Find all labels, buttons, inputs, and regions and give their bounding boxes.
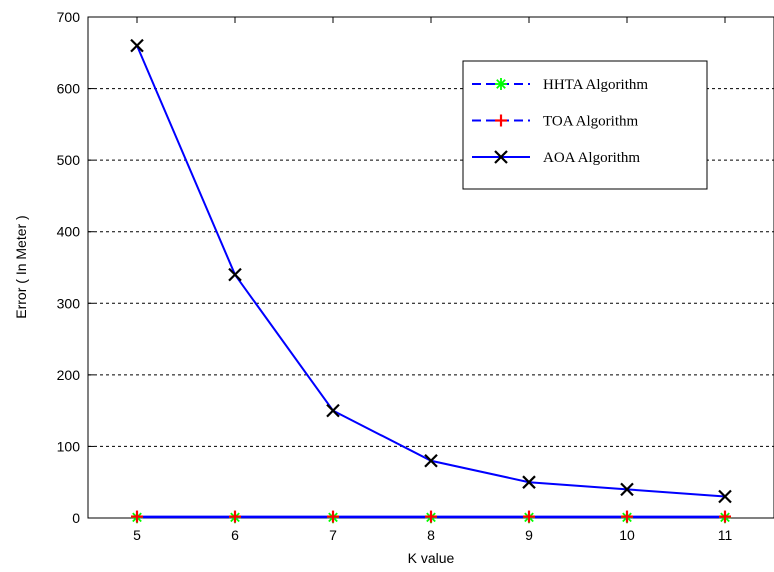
legend-marker [495, 114, 507, 127]
grid-lines [88, 88, 774, 447]
marker-stroke [496, 79, 506, 89]
legend-label: HHTA Algorithm [543, 77, 648, 93]
x-tick-label: 11 [718, 527, 733, 543]
marker-stroke [718, 489, 732, 504]
legend: HHTA Algorithm TOA Algorithm AOA Algorithm [462, 60, 708, 190]
data-point [523, 510, 535, 523]
y-tick-label: 600 [57, 81, 81, 97]
y-tick-label: 300 [57, 295, 81, 311]
marker-stroke [326, 403, 340, 418]
marker-stroke [522, 475, 536, 489]
x-tick-label: 8 [427, 527, 435, 543]
legend-marker [495, 78, 507, 90]
data-point [229, 510, 241, 523]
y-tick-label: 0 [72, 510, 80, 526]
x-axis-label: K value [408, 550, 455, 566]
data-point [131, 510, 143, 523]
data-point [130, 38, 144, 53]
x-tick-label: 10 [619, 527, 635, 543]
y-tick-label: 500 [57, 152, 81, 168]
x-tick-label: 5 [133, 527, 141, 543]
data-point [326, 403, 340, 418]
marker-stroke [494, 150, 508, 164]
data-point [522, 475, 536, 489]
y-axis-label: Error ( In Meter ) [13, 215, 29, 318]
legend-marker [494, 150, 508, 164]
series-layer [130, 38, 732, 524]
y-tick-label: 200 [57, 367, 81, 383]
data-point [424, 453, 438, 468]
data-point [620, 482, 634, 497]
legend-label: AOA Algorithm [543, 150, 640, 166]
marker-stroke [620, 482, 634, 497]
x-tick-label: 9 [525, 527, 533, 543]
legend-label: TOA Algorithm [543, 114, 638, 130]
data-point [228, 267, 242, 282]
data-point [718, 489, 732, 504]
data-point [327, 510, 339, 523]
x-tick-label: 7 [329, 527, 337, 543]
data-point [621, 510, 633, 523]
y-tick-label: 100 [57, 438, 81, 454]
marker-stroke [424, 453, 438, 468]
marker-stroke [228, 267, 242, 282]
y-axis-ticks: 0 100 200 300 400 500 600 700 [57, 9, 94, 526]
y-tick-label: 400 [57, 224, 81, 240]
data-point [425, 510, 437, 523]
marker-stroke [130, 38, 144, 53]
data-point [719, 510, 731, 523]
x-tick-label: 6 [231, 527, 239, 543]
y-tick-label: 700 [57, 9, 81, 25]
